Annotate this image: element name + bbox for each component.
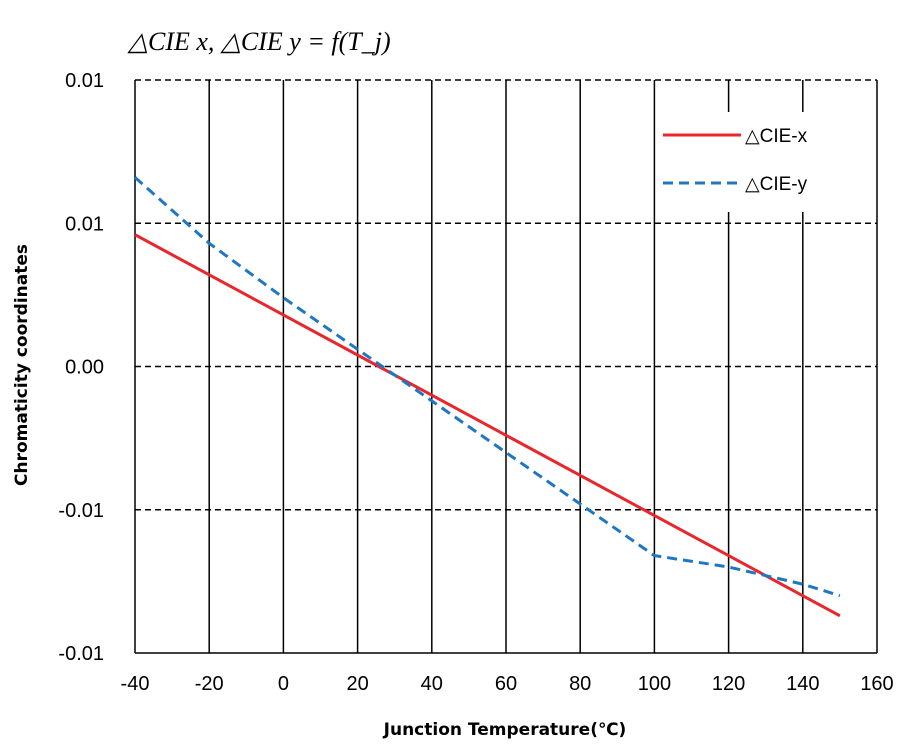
grid (135, 79, 877, 653)
x-tick-label: 40 (421, 673, 443, 695)
y-tick-label: 0.00 (65, 357, 104, 379)
y-axis-title: Chromaticity coordinates (12, 244, 32, 486)
x-tick-label: 80 (569, 673, 591, 695)
tick-labels: -40 -20 0 20 40 60 80 100 120 140 160 -0.01 -0.01 0.0… (58, 70, 893, 695)
x-tick-label: -40 (121, 673, 150, 695)
chart-title: △CIE x, △CIE y = f(T_j) (127, 27, 391, 56)
x-tick-label: 20 (346, 673, 368, 695)
x-tick-label: -20 (195, 673, 224, 695)
legend-label: △CIE-x (745, 126, 808, 147)
series-group (134, 176, 841, 618)
y-tick-label: -0.01 (58, 500, 104, 522)
legend-label: △CIE-y (745, 174, 808, 195)
x-tick-label: 160 (860, 673, 893, 695)
x-tick-label: 0 (278, 673, 289, 695)
x-tick-label: 140 (786, 673, 819, 695)
x-tick-label: 120 (712, 673, 745, 695)
y-tick-label: 0.01 (65, 70, 104, 92)
series-line-cie-x (134, 233, 841, 618)
y-tick-label: 0.01 (65, 213, 104, 235)
x-axis-title: Junction Temperature(℃) (383, 720, 627, 740)
legend: △CIE-x △CIE-y (656, 112, 870, 212)
x-tick-label: 60 (495, 673, 517, 695)
y-tick-label: -0.01 (58, 643, 104, 665)
plot-frame (134, 80, 878, 654)
x-tick-label: 100 (638, 673, 671, 695)
series-line-cie-y (134, 176, 841, 598)
legend-background (656, 112, 870, 212)
